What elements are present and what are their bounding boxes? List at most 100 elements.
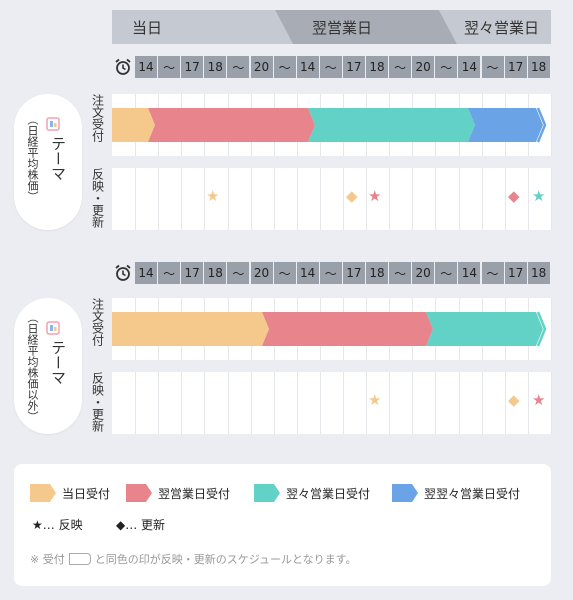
- theme-label: テーマ: [49, 136, 67, 181]
- grid-line: [366, 168, 368, 230]
- time-row: 14 〜 17 18 〜 20 〜 14 〜 17 18 〜 20 〜 14 〜 17 18: [112, 262, 551, 284]
- time-cell: 18: [527, 56, 550, 78]
- time-cell: 20: [412, 56, 435, 78]
- arrow-swatch-icon: [126, 484, 152, 502]
- time-cell: 17: [181, 56, 204, 78]
- theme-sub-label: （日経平均株価以外）: [26, 312, 39, 422]
- reflect-row-label: 反映・更新: [90, 168, 105, 228]
- time-cell: 14: [458, 262, 481, 284]
- grid-line: [504, 372, 506, 434]
- grid-line: [204, 372, 206, 434]
- legend-day-after: 翌々営業日受付: [254, 484, 370, 502]
- grid-line: [481, 372, 483, 434]
- swatch-outline-icon: [68, 553, 91, 565]
- grid-line: [412, 372, 414, 434]
- grid-line: [389, 372, 391, 434]
- time-cell: 14: [458, 56, 481, 78]
- alarm-clock-icon: [112, 262, 134, 284]
- grid-line: [343, 168, 344, 230]
- reflect-track: ★ ◆ ★ ◆ ★: [112, 168, 552, 230]
- grid-line: [550, 94, 552, 156]
- chevron-right-icon: [536, 311, 547, 347]
- time-separator: 〜: [481, 56, 504, 78]
- diamond-icon: ◆: [508, 187, 520, 205]
- time-separator: 〜: [481, 262, 504, 284]
- grid-line: [181, 168, 183, 230]
- legend-third-day: 翌翌々営業日受付: [392, 484, 520, 502]
- grid-line: [273, 168, 275, 230]
- bar-third-day: [468, 108, 543, 142]
- grid-line: [458, 168, 460, 230]
- time-separator: 〜: [158, 56, 181, 78]
- grid-line: [550, 168, 552, 230]
- time-cell: 18: [366, 56, 388, 78]
- legend-panel: 当日受付 翌営業日受付 翌々営業日受付 翌翌々営業日受付 ★… 反映 ◆… 更新…: [14, 464, 551, 586]
- time-cell: 14: [296, 56, 319, 78]
- legend-next-day: 翌営業日受付: [126, 484, 230, 502]
- grid-line: [550, 298, 552, 360]
- star-icon: ★: [532, 391, 546, 409]
- theme-pill-nikkei: （日経平均株価） テーマ: [14, 94, 82, 230]
- time-separator: 〜: [158, 262, 181, 284]
- grid-line: [319, 372, 321, 434]
- grid-line: [227, 372, 229, 434]
- alarm-clock-icon: [112, 56, 134, 78]
- day-today-label: 当日: [132, 18, 163, 37]
- time-separator: 〜: [389, 262, 412, 284]
- legend-update: ◆… 更新: [116, 518, 166, 532]
- reflect-track: ★ ◆ ★: [112, 372, 552, 434]
- time-cell: 18: [204, 262, 227, 284]
- order-bars: [112, 107, 547, 143]
- time-separator: 〜: [319, 262, 342, 284]
- grid-line: [273, 372, 275, 434]
- grid-line: [135, 372, 137, 434]
- grid-line: [158, 372, 160, 434]
- grid-line: [389, 168, 391, 230]
- time-separator: 〜: [273, 262, 296, 284]
- time-cell: 14: [135, 56, 157, 78]
- time-cell: 17: [342, 56, 365, 78]
- day-header: 当日 翌営業日 翌々営業日: [112, 10, 551, 44]
- theme-sub-label: （日経平均株価）: [26, 114, 39, 202]
- legend-note: ※ 受付 と同色の印が反映・更新のスケジュールとなります。: [30, 553, 357, 566]
- bar-day-after: [308, 108, 475, 142]
- time-cell: 20: [250, 262, 273, 284]
- time-cell: 14: [135, 262, 157, 284]
- time-cell: 17: [181, 262, 204, 284]
- grid-line: [550, 372, 552, 434]
- bar-same-day: [112, 108, 155, 142]
- grid-line: [158, 168, 160, 230]
- grid-line: [227, 168, 229, 230]
- time-cell: 17: [504, 56, 527, 78]
- arrow-swatch-icon: [392, 484, 418, 502]
- time-row: 14 〜 17 18 〜 20 〜 14 〜 17 18 〜 20 〜 14 〜 17 18: [112, 56, 551, 78]
- grid-line: [435, 372, 437, 434]
- theme-label: テーマ: [49, 340, 67, 385]
- bar-next-day: [148, 108, 315, 142]
- grid-line: [181, 372, 183, 434]
- star-icon: ★: [368, 391, 382, 409]
- order-bars: [112, 311, 547, 347]
- time-separator: 〜: [435, 262, 458, 284]
- time-separator: 〜: [227, 262, 250, 284]
- day-header-bg: [112, 10, 551, 44]
- theme-icon: [46, 320, 60, 335]
- time-separator: 〜: [227, 56, 250, 78]
- diamond-icon: ◆: [508, 391, 520, 409]
- time-cell: 18: [527, 262, 550, 284]
- theme-pill-other: （日経平均株価以外） テーマ: [14, 298, 82, 434]
- time-cell: 18: [204, 56, 227, 78]
- grid-line: [296, 372, 298, 434]
- grid-line: [504, 168, 506, 230]
- time-cell: 20: [412, 262, 435, 284]
- time-separator: 〜: [389, 56, 412, 78]
- star-icon: ★: [206, 187, 220, 205]
- time-cell: 14: [296, 262, 319, 284]
- theme-icon: [46, 116, 60, 131]
- legend-reflect: ★… 反映: [32, 518, 83, 532]
- grid-line: [135, 168, 137, 230]
- arrow-swatch-icon: [30, 484, 56, 502]
- grid-line: [412, 168, 414, 230]
- star-icon: ★: [368, 187, 382, 205]
- chevron-right-icon: [536, 107, 547, 143]
